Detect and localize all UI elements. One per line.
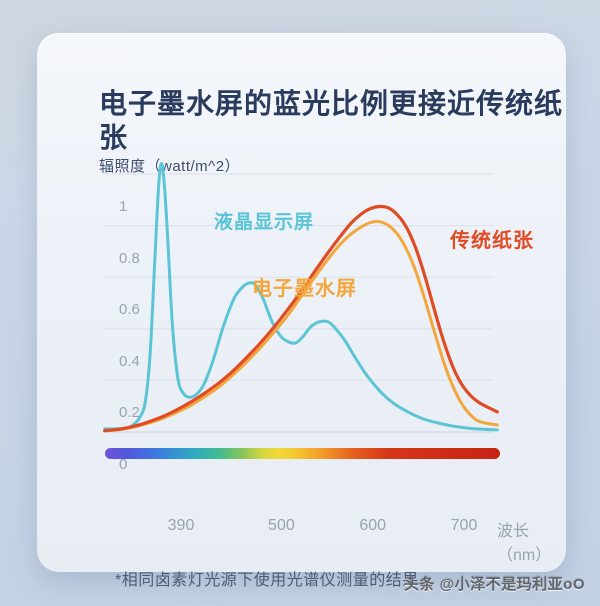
- y-axis-title: 辐照度（watt/m^2）: [99, 158, 241, 175]
- x-tick-500: 500: [268, 517, 295, 534]
- wavelength-spectrum-bar: [105, 448, 500, 459]
- watermark: 头条 @小泽不是玛利亚oO: [403, 576, 585, 593]
- x-tick-700: 700: [450, 517, 478, 534]
- y-tick-0.8: 0.8: [119, 249, 140, 267]
- curve-1: [103, 219, 499, 433]
- series-label-traditional-paper: 传统纸张: [450, 230, 534, 252]
- footnote: *相同卤素灯光源下使用光谱仪测量的结果。: [115, 572, 436, 589]
- y-tick-0: 0: [119, 456, 128, 473]
- chart-card: 电子墨水屏的蓝光比例更接近传统纸张 辐照度（watt/m^2） 0 0.2 0.4 0…: [37, 33, 566, 589]
- x-tick-390: 390: [167, 517, 195, 534]
- gridlines: [104, 173, 493, 433]
- y-tick-0.6: 0.6: [119, 301, 140, 319]
- curve-0: [103, 162, 499, 432]
- page-title: 电子墨水屏的蓝光比例更接近传统纸张: [99, 88, 564, 153]
- curve-2: [103, 204, 499, 433]
- x-axis-title: 波长（nm）: [497, 523, 552, 564]
- y-tick-0.2: 0.2: [119, 404, 140, 422]
- y-tick-0.4: 0.4: [119, 352, 140, 370]
- x-tick-600: 600: [359, 517, 387, 534]
- series-label-lcd-screen: 液晶显示屏: [214, 212, 315, 233]
- series-curves: [103, 162, 499, 433]
- y-tick-1: 1: [119, 198, 128, 215]
- series-label-eink-screen: 电子墨水屏: [252, 278, 357, 300]
